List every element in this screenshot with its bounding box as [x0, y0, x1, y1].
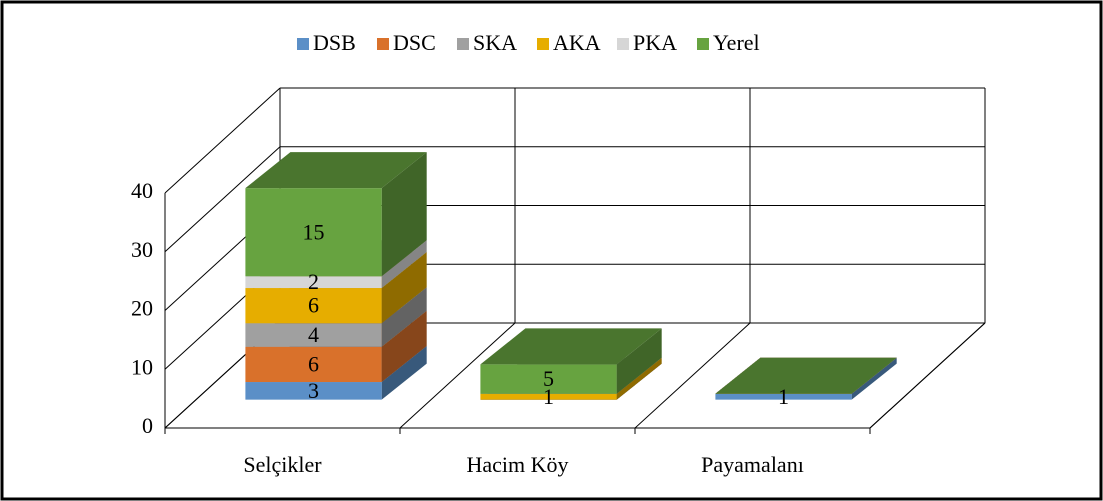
bar-side: [616, 357, 662, 400]
bar: [245, 323, 382, 347]
category-divider: [399, 322, 516, 429]
bar: [245, 188, 382, 277]
bar: [480, 364, 617, 394]
x-tick-label: Hacim Köy: [466, 452, 568, 477]
data-label: 1: [543, 384, 554, 409]
bar-side: [851, 357, 897, 400]
bar-side: [381, 252, 427, 324]
x-tick-label: Selçikler: [243, 452, 322, 477]
y-tick-label: 40: [131, 178, 153, 203]
legend-swatch: [297, 38, 309, 50]
legend-label: AKA: [553, 30, 601, 55]
grid-line: [164, 87, 281, 194]
bar-side: [616, 328, 662, 394]
bar: [245, 382, 382, 400]
legend-swatch: [377, 38, 389, 50]
bar-top: [245, 152, 427, 189]
legend-swatch: [457, 38, 469, 50]
category-divider: [634, 322, 751, 429]
legend: DSB DSC SKA AKA PKA Yerel: [297, 30, 760, 55]
bar-side: [381, 240, 427, 289]
grid-line: [164, 146, 281, 253]
legend-label: Yerel: [713, 30, 760, 55]
data-label: 6: [308, 351, 319, 376]
bar-side: [381, 346, 427, 400]
legend-label: DSB: [313, 30, 356, 55]
data-label: 3: [308, 378, 319, 403]
y-tick-label: 0: [142, 413, 153, 438]
bar: [480, 393, 617, 400]
legend-swatch: [697, 38, 709, 50]
legend-swatch: [617, 38, 629, 50]
legend-label: DSC: [393, 30, 436, 55]
bar-top: [715, 357, 897, 394]
data-label: 4: [308, 322, 319, 347]
bar: [245, 346, 382, 383]
bar: [245, 288, 382, 324]
category-divider: [869, 322, 986, 429]
legend-label: SKA: [473, 30, 517, 55]
data-label: 15: [303, 219, 325, 244]
data-label: 2: [308, 269, 319, 294]
bar: [715, 393, 852, 400]
legend-label: PKA: [633, 30, 677, 55]
bar-side: [381, 152, 427, 277]
data-label: 1: [778, 384, 789, 409]
bar-top: [480, 328, 662, 365]
x-tick-label: Payamalanı: [701, 452, 804, 477]
bar-side: [381, 310, 427, 383]
y-tick-label: 20: [131, 296, 153, 321]
data-label: 5: [543, 366, 554, 391]
bar: [245, 276, 382, 289]
bar-side: [381, 287, 427, 347]
y-tick-label: 10: [131, 354, 153, 379]
y-tick-label: 30: [131, 237, 153, 262]
legend-swatch: [537, 38, 549, 50]
data-label: 6: [308, 293, 319, 318]
